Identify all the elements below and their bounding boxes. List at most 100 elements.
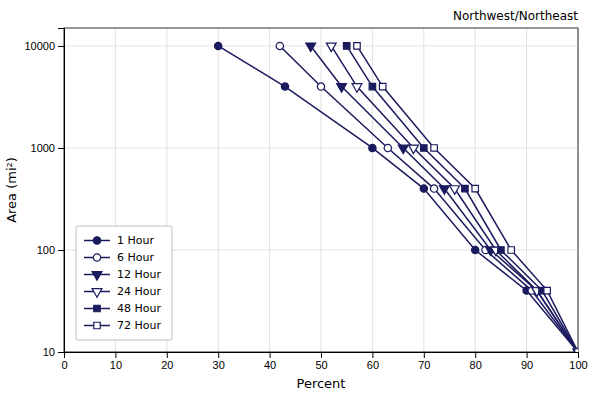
grid-line [372, 28, 373, 352]
point [498, 247, 504, 253]
legend-label: 12 Hour [117, 268, 161, 281]
point-marker [472, 246, 479, 253]
point-marker [420, 185, 427, 192]
point-marker [439, 186, 449, 195]
point [472, 185, 478, 191]
legend-item: 1 Hour [84, 234, 154, 247]
legend-marker [94, 305, 100, 311]
point-marker [326, 43, 336, 52]
point [379, 83, 385, 89]
point [317, 83, 324, 90]
tick-mark [270, 352, 271, 358]
legend-marker [92, 289, 102, 298]
legend-item: 6 Hour [84, 251, 154, 264]
legend-marker [94, 322, 100, 328]
legend-item: 24 Hour [84, 285, 161, 298]
tick-mark [527, 352, 528, 358]
point [574, 348, 578, 352]
marks [215, 42, 578, 352]
point-marker [343, 43, 349, 49]
tick-label: 1000 [31, 142, 55, 154]
grid-line [64, 45, 578, 46]
point [352, 84, 362, 93]
point [573, 349, 578, 352]
legend-marker [93, 237, 100, 244]
point-marker [354, 43, 360, 49]
point [306, 43, 316, 52]
tick: 100 [569, 352, 587, 371]
point-marker [398, 145, 408, 154]
point-marker [421, 145, 427, 151]
tick-label: 100 [569, 359, 587, 371]
tick-mark [372, 352, 373, 358]
tick-label: 10000 [24, 40, 55, 52]
point [462, 185, 468, 191]
grid-line [218, 28, 219, 352]
point-marker [369, 83, 375, 89]
point [281, 83, 288, 90]
point-marker [384, 144, 391, 151]
point [421, 145, 427, 151]
tick-mark [424, 352, 425, 358]
legend-marker [92, 272, 102, 281]
point-marker [369, 144, 376, 151]
point [343, 43, 349, 49]
tick: 70 [418, 352, 430, 371]
point-marker [409, 145, 419, 154]
axis-line [65, 353, 579, 359]
x-axis: 0102030405060708090100 [61, 352, 587, 371]
point-marker [573, 349, 578, 352]
tick-mark [475, 352, 476, 358]
point [384, 144, 391, 151]
tick: 80 [470, 352, 482, 371]
legend-marker [93, 254, 100, 261]
tick: 40 [264, 352, 276, 371]
plot: 0102030405060708090100101001000100001 Ho… [24, 28, 587, 371]
series-line [280, 46, 578, 352]
point-marker [574, 348, 578, 352]
legend-label: 72 Hour [117, 319, 161, 332]
point [431, 145, 437, 151]
point-marker [306, 43, 316, 52]
legend-marker [93, 254, 100, 261]
tick-label: 90 [521, 359, 533, 371]
point [409, 145, 419, 154]
tick-label: 70 [418, 359, 430, 371]
tick-label: 10 [110, 359, 122, 371]
tick: 100 [37, 244, 64, 256]
point [369, 83, 375, 89]
grid [64, 28, 578, 352]
tick: 10 [43, 346, 64, 358]
point [450, 186, 460, 195]
tick-mark [58, 352, 64, 353]
tick-label: 40 [264, 359, 276, 371]
tick-mark [58, 148, 64, 149]
legend-marker [92, 289, 102, 298]
tick-label: 30 [213, 359, 225, 371]
legend-label: 24 Hour [117, 285, 161, 298]
legend-label: 48 Hour [117, 302, 161, 315]
point-marker [575, 349, 578, 352]
legend-item: 12 Hour [84, 268, 161, 281]
tick-label: 60 [367, 359, 379, 371]
point-marker [462, 185, 468, 191]
point-marker [431, 145, 437, 151]
point-marker [337, 84, 347, 93]
legend-box [76, 226, 172, 340]
point-marker [352, 84, 362, 93]
tick: 1000 [31, 142, 64, 154]
legend-marker [93, 237, 100, 244]
point [472, 246, 479, 253]
tick-mark [321, 352, 322, 358]
point-marker [574, 348, 578, 352]
point [508, 247, 514, 253]
point [276, 42, 283, 49]
tick-label: 10 [43, 346, 55, 358]
legend-label: 6 Hour [117, 251, 154, 264]
legend-marker [92, 272, 102, 281]
point-marker [575, 349, 578, 352]
tick-label: 100 [37, 244, 55, 256]
grid-line [526, 28, 527, 352]
tick-label: 50 [315, 359, 327, 371]
point-marker [450, 186, 460, 195]
